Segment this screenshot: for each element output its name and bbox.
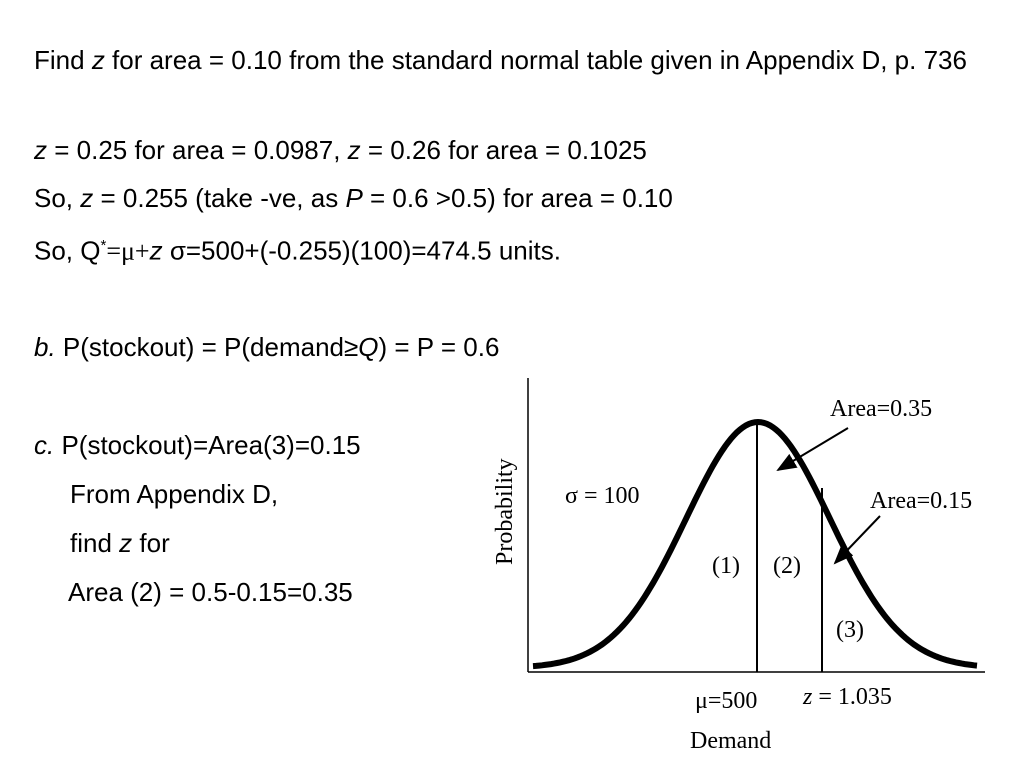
- text: From Appendix D,: [70, 479, 279, 509]
- text: = 0.255 (take -ve, as: [93, 183, 346, 213]
- text: P(stockout)=Area(3)=0.15: [54, 430, 361, 460]
- arrow: [776, 427, 849, 472]
- y-label: Probability: [492, 458, 518, 565]
- line: From Appendix D,: [70, 474, 278, 514]
- line: Area (2) = 0.5-0.15=0.35: [68, 572, 353, 612]
- text: = 0.25 for area = 0.0987,: [47, 135, 348, 165]
- text: So,: [34, 183, 81, 213]
- text: P(stockout) = P(demand≥: [55, 332, 359, 362]
- label: (3): [836, 617, 864, 643]
- x-label: Demand: [690, 728, 771, 754]
- line: So, z = 0.255 (take -ve, as P = 0.6 >0.5…: [34, 178, 673, 218]
- label: (2): [773, 553, 801, 579]
- label: Area=0.15: [870, 488, 972, 514]
- text: z: [119, 528, 133, 558]
- text: P: [345, 183, 363, 213]
- label: Area=0.35: [830, 396, 932, 422]
- text: find: [70, 528, 120, 558]
- text: for: [132, 528, 170, 558]
- text: =μ+: [106, 236, 150, 266]
- text: *: [100, 237, 107, 254]
- line: b. P(stockout) = P(demand≥Q) = P = 0.6: [34, 327, 499, 367]
- arrow: [833, 515, 881, 565]
- line: c. P(stockout)=Area(3)=0.15: [34, 425, 361, 465]
- text: z: [347, 135, 361, 165]
- text: Q: [358, 332, 379, 362]
- text: σ=500+(-0.255)(100)=474.5 units.: [162, 235, 561, 266]
- text: z: [34, 135, 47, 165]
- bell-curve: [532, 418, 978, 670]
- text: = 1.035: [812, 684, 892, 710]
- line: So, Q*=μ+z σ=500+(-0.255)(100)=474.5 uni…: [34, 226, 561, 272]
- text: z: [91, 45, 105, 75]
- label: z = 1.035: [802, 684, 892, 710]
- text: for area = 0.10 from the standard normal…: [104, 45, 967, 75]
- text: z: [149, 235, 163, 266]
- text: b.: [34, 332, 56, 362]
- text: = 0.26 for area = 0.1025: [360, 135, 647, 165]
- text: = 0.6 >0.5) for area = 0.10: [362, 183, 673, 213]
- text: Find: [34, 45, 92, 75]
- label: σ = 100: [565, 483, 639, 509]
- line: find z for: [70, 523, 170, 563]
- text: z: [802, 684, 813, 710]
- label: (1): [712, 553, 740, 579]
- text: So, Q: [34, 235, 101, 266]
- text: Area (2) = 0.5-0.15=0.35: [68, 577, 353, 607]
- text: ) = P = 0.6: [378, 332, 500, 362]
- label: μ=500: [695, 688, 757, 714]
- line: z = 0.25 for area = 0.0987, z = 0.26 for…: [34, 130, 647, 170]
- text: c.: [34, 430, 55, 460]
- text: z: [80, 183, 94, 213]
- line: Find z for area = 0.10 from the standard…: [34, 40, 1000, 80]
